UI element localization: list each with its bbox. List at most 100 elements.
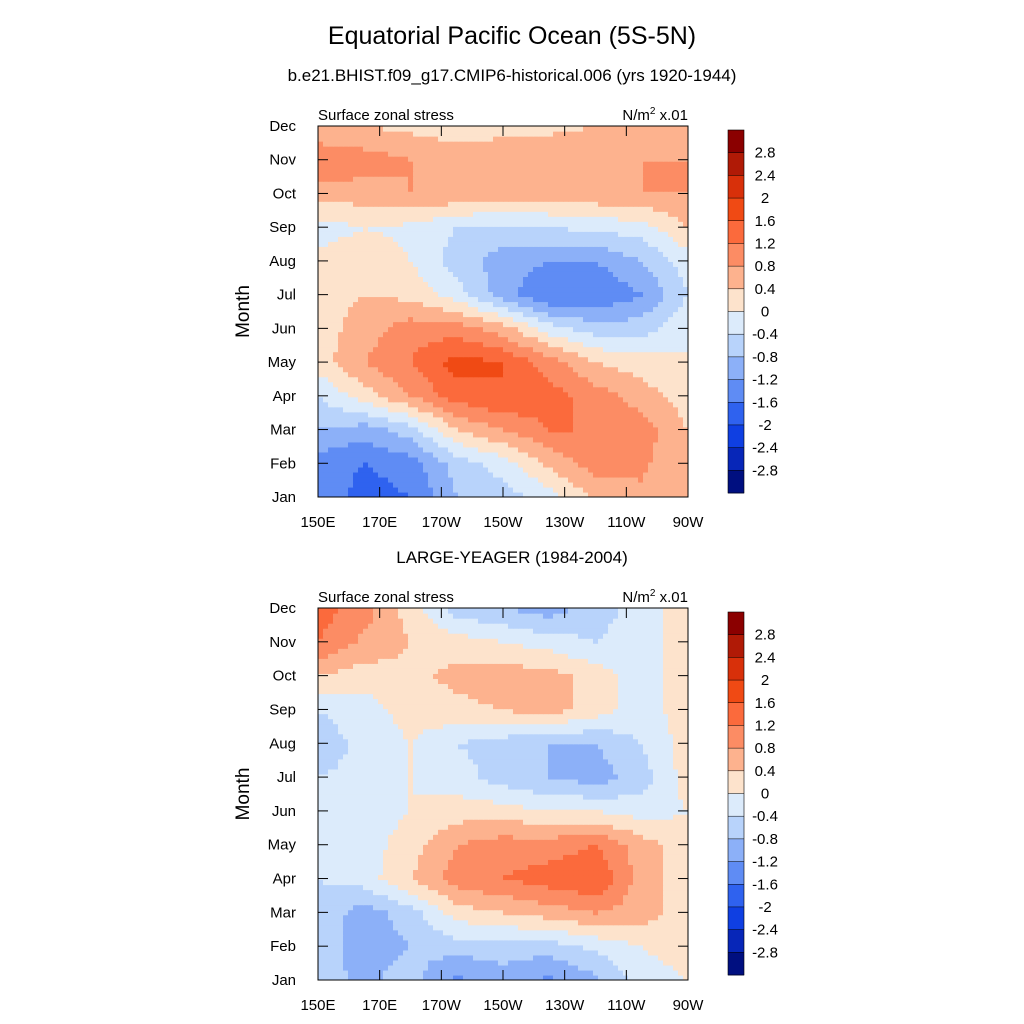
contour-cell: [518, 331, 524, 338]
contour-cell: [678, 176, 684, 182]
contour-cell: [553, 296, 559, 303]
contour-cell: [383, 456, 389, 463]
contour-cell: [493, 386, 499, 393]
contour-cell: [398, 451, 404, 458]
contour-cell: [678, 481, 684, 488]
contour-cell: [618, 346, 624, 353]
contour-cell: [373, 386, 379, 393]
contour-cell: [408, 336, 414, 343]
contour-cell: [603, 386, 609, 393]
contour-cell: [598, 336, 604, 343]
contour-cell: [558, 266, 564, 272]
contour-cell: [338, 281, 344, 288]
contour-cell: [593, 336, 599, 343]
contour-cell: [418, 261, 424, 267]
contour-cell: [403, 391, 409, 398]
contour-cell: [643, 246, 649, 252]
contour-cell: [343, 241, 349, 247]
contour-cell: [518, 286, 524, 293]
contour-cell: [573, 316, 579, 323]
contour-cell: [338, 256, 344, 262]
contour-cell: [623, 431, 629, 438]
contour-cell: [553, 226, 559, 232]
contour-cell: [553, 461, 559, 468]
contour-cell: [523, 201, 529, 207]
contour-cell: [658, 356, 664, 363]
contour-cell: [588, 266, 594, 272]
contour-cell: [583, 306, 589, 313]
contour-cell: [513, 386, 519, 393]
contour-cell: [403, 331, 409, 338]
contour-cell: [628, 486, 634, 493]
contour-cell: [558, 476, 564, 483]
contour-cell: [393, 231, 399, 237]
contour-cell: [643, 291, 649, 298]
contour-cell: [653, 371, 659, 378]
contour-cell: [478, 281, 484, 288]
contour-cell: [418, 356, 424, 363]
contour-cell: [488, 166, 494, 172]
contour-cell: [363, 236, 369, 242]
contour-cell: [573, 176, 579, 182]
contour-cell: [673, 261, 679, 267]
contour-cell: [363, 431, 369, 438]
contour-cell: [378, 296, 384, 303]
contour-cell: [403, 196, 409, 202]
contour-cell: [668, 216, 674, 222]
contour-cell: [623, 466, 629, 473]
contour-cell: [408, 251, 414, 257]
contour-cell: [503, 486, 509, 493]
contour-cell: [473, 326, 479, 333]
contour-cell: [648, 416, 654, 423]
contour-cell: [653, 491, 659, 497]
contour-cell: [573, 466, 579, 473]
contour-cell: [373, 291, 379, 298]
contour-cell: [658, 316, 664, 323]
contour-cell: [678, 396, 684, 403]
contour-cell: [318, 271, 324, 277]
contour-cell: [623, 406, 629, 413]
contour-cell: [328, 201, 334, 207]
contour-cell: [658, 256, 664, 262]
contour-cell: [478, 476, 484, 483]
contour-cell: [563, 286, 569, 293]
contour-cell: [593, 321, 599, 328]
contour-cell: [453, 181, 459, 187]
contour-cell: [388, 336, 394, 343]
contour-cell: [578, 296, 584, 303]
contour-cell: [363, 366, 369, 373]
contour-cell: [458, 446, 464, 453]
contour-cell: [463, 286, 469, 293]
contour-cell: [338, 201, 344, 207]
contour-cell: [453, 166, 459, 172]
contour-cell: [458, 256, 464, 262]
contour-cell: [388, 381, 394, 388]
contour-cell: [448, 276, 454, 283]
contour-cell: [553, 281, 559, 288]
contour-cell: [468, 166, 474, 172]
contour-cell: [578, 226, 584, 232]
contour-cell: [678, 436, 684, 443]
contour-cell: [488, 406, 494, 413]
contour-cell: [558, 216, 564, 222]
contour-cell: [383, 331, 389, 338]
contour-cell: [603, 186, 609, 192]
contour-cell: [458, 486, 464, 493]
contour-cell: [518, 356, 524, 363]
contour-cell: [468, 326, 474, 333]
contour-cell: [588, 481, 594, 488]
contour-cell: [583, 421, 589, 428]
contour-cell: [648, 321, 654, 328]
contour-cell: [578, 321, 584, 328]
contour-cell: [618, 186, 624, 192]
contour-cell: [433, 346, 439, 353]
contour-cell: [373, 226, 379, 232]
contour-cell: [518, 231, 524, 237]
contour-cell: [668, 326, 674, 333]
contour-cell: [588, 336, 594, 343]
contour-cell: [603, 336, 609, 343]
contour-cell: [678, 391, 684, 398]
contour-cell: [508, 236, 514, 242]
contour-cell: [368, 481, 374, 488]
contour-cell: [588, 176, 594, 182]
